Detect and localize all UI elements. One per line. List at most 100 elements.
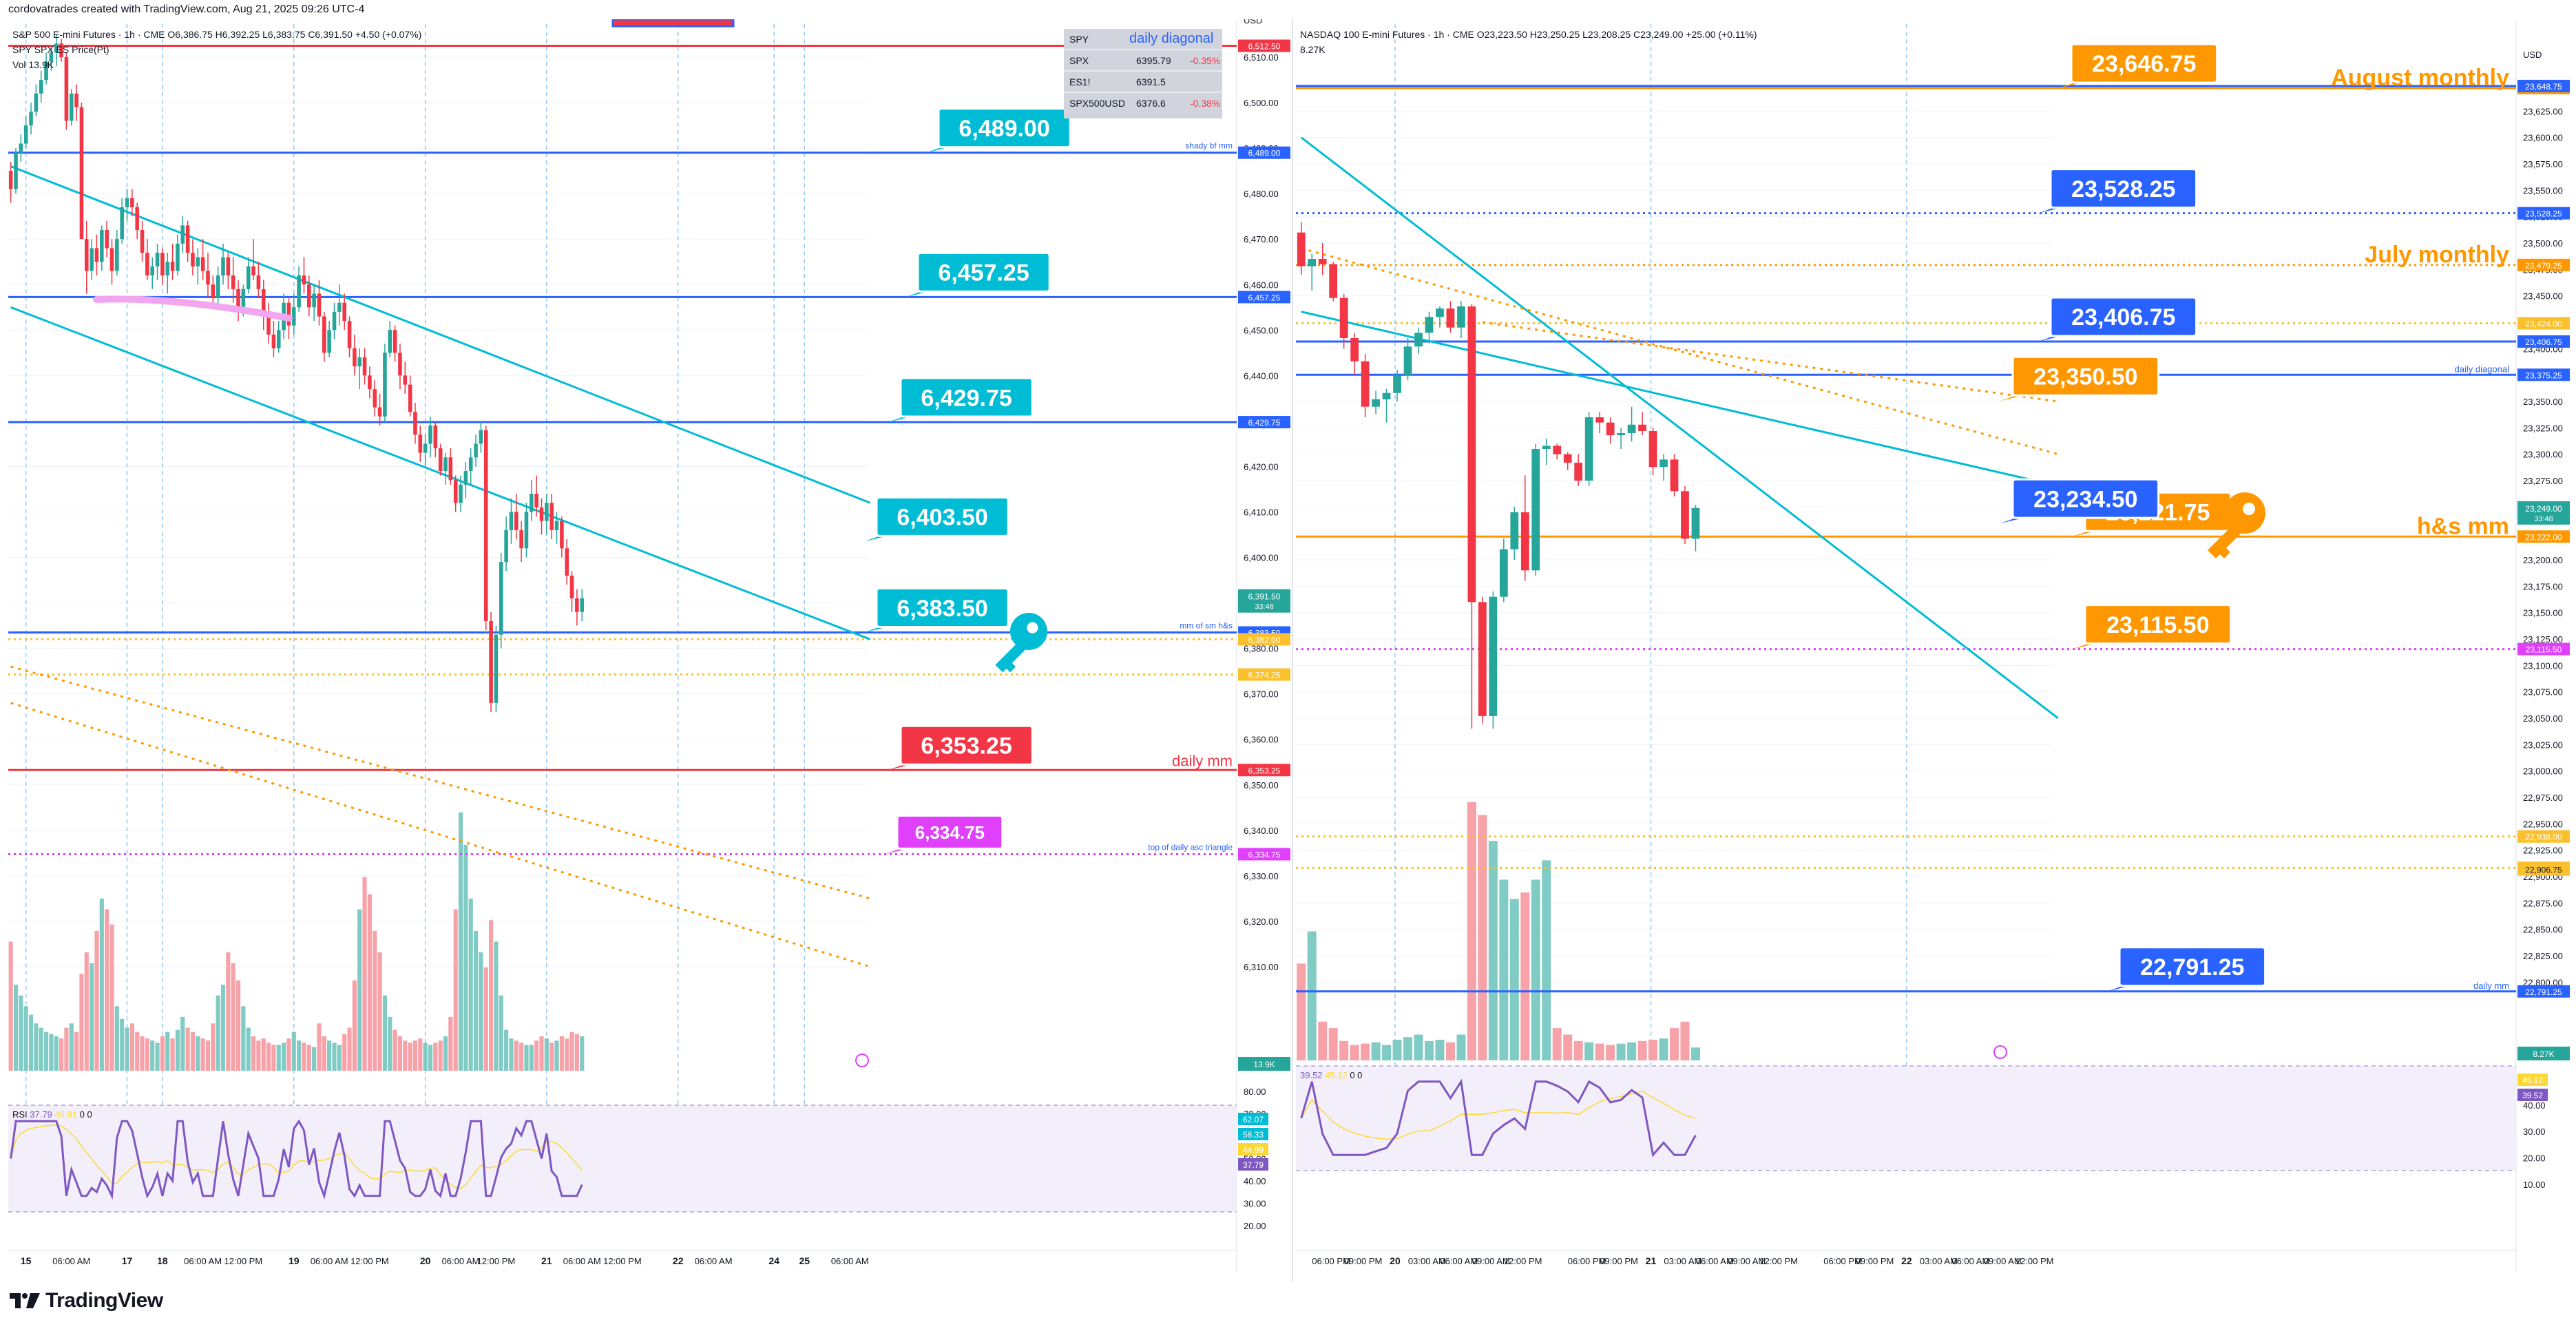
nq-y-tick-label: 22,925.00 — [2523, 846, 2563, 856]
nq-y-tick-label: 23,075.00 — [2523, 687, 2563, 698]
spx-x-tick-label: 24 — [768, 1255, 779, 1266]
nq-key-icon — [2208, 492, 2265, 558]
nq-candle-body — [1659, 459, 1668, 468]
spx-candle-body — [246, 266, 251, 289]
spx-volume-bar — [276, 1045, 281, 1071]
nq-rsi-legend: 39.52 45.12 0 0 — [1300, 1070, 1362, 1080]
spx-x-tick-label: 25 — [799, 1255, 810, 1266]
nq-volume-bar — [1339, 1040, 1349, 1060]
spx-candle-body — [90, 248, 94, 271]
spx-candle-body — [368, 375, 372, 390]
spx-rsi-tag — [1238, 1158, 1268, 1171]
spx-volume-bar — [160, 1036, 165, 1071]
spx-callout-text: 6,353.25 — [921, 733, 1012, 759]
spx-candle-body — [19, 143, 23, 153]
spx-volume-bar — [479, 952, 483, 1071]
spx-y-tick-label: 6,310.00 — [1244, 962, 1279, 972]
nq-candle-body — [1691, 507, 1700, 539]
nq-level-label: h&s mm — [2417, 513, 2509, 539]
spx-volume-bar — [231, 963, 235, 1071]
nq-volume-bar — [1637, 1040, 1647, 1060]
spx-candle-body — [514, 512, 519, 530]
spx-volume-bar — [549, 1043, 554, 1071]
publisher-caption: cordovatrades created with TradingView.c… — [8, 3, 365, 15]
spx-candle-body — [8, 171, 13, 189]
nq-x-tick-label: 12:00 PM — [1759, 1256, 1798, 1266]
nq-level-tag-text: 23,528.25 — [2525, 209, 2562, 219]
nq-level-tag — [2517, 830, 2570, 843]
nq-callout-box — [2070, 43, 2219, 84]
spx-volume-bar — [145, 1038, 149, 1071]
nq-volume-bar — [1445, 1042, 1455, 1060]
spx-level-tag-text: 6,353.25 — [1248, 766, 1281, 775]
spx-volume-bar — [256, 1040, 261, 1071]
spx-candle-body — [135, 207, 139, 230]
spx-rsi-tag — [1238, 1128, 1268, 1140]
nq-callout-text: 23,406.75 — [2071, 304, 2175, 331]
spx-volume-bar — [211, 1023, 216, 1071]
nq-volume-bar — [1563, 1034, 1573, 1060]
spx-candle-body — [286, 302, 291, 326]
spx-y-tick-label: 6,330.00 — [1244, 871, 1279, 881]
nq-x-tick-label: 21 — [1646, 1255, 1657, 1266]
spx-candle-body — [347, 321, 352, 348]
spx-rsi-band — [8, 1105, 1237, 1212]
spx-candle-body — [403, 375, 408, 385]
spx-level-tag-text: 6,489.00 — [1248, 149, 1281, 158]
nq-candle-body — [1329, 264, 1338, 298]
spx-candle-body — [59, 43, 63, 58]
spx-candle-body — [266, 316, 271, 335]
nq-volume-bar — [1606, 1045, 1615, 1060]
nq-x-tick-label: 22 — [1901, 1255, 1912, 1266]
spx-candle-body — [145, 253, 149, 276]
nq-trendline — [1301, 247, 2059, 456]
spx-candle-body — [236, 289, 240, 312]
nq-x-tick-label: 06:00 PM — [1312, 1256, 1350, 1266]
spx-volume-bar — [524, 1045, 529, 1071]
spx-x-tick-label: 12:00 PM — [603, 1256, 642, 1266]
spx-volume-bar — [554, 1040, 559, 1071]
spx-futures-chart[interactable]: 6,510.006,500.006,490.006,480.006,470.00… — [0, 19, 1292, 1282]
nq-callout-text: 22,791.25 — [2140, 954, 2244, 981]
nq-volume — [1297, 802, 1700, 1060]
spx-x-tick-label: 15 — [21, 1255, 32, 1266]
spx-candle-body — [392, 330, 397, 353]
spx-candle-body — [530, 494, 534, 512]
nq-level-label: July monthly — [2365, 242, 2509, 268]
nq-callout-box — [2011, 355, 2160, 397]
spx-volume-bar — [39, 1027, 43, 1071]
spx-rsi-tick-label: 40.00 — [1244, 1176, 1266, 1186]
spx-volume-bar — [569, 1031, 574, 1071]
nq-volume-bar — [1350, 1045, 1359, 1060]
spx-candle-body — [342, 302, 346, 322]
spx-callout-box — [875, 496, 1009, 537]
nq-y-tick-label: 23,025.00 — [2523, 740, 2563, 750]
spx-candle-body — [241, 289, 246, 312]
spx-volume-bar — [488, 920, 494, 1071]
spx-volume-bar — [367, 894, 372, 1071]
spx-watch-price: 6395.79 — [1136, 55, 1171, 66]
spx-y-tick-label: 6,480.00 — [1244, 189, 1279, 199]
spx-candle-body — [554, 521, 559, 530]
spx-callout-text: 6,429.75 — [921, 385, 1012, 411]
nq-y-tick-label: 23,450.00 — [2523, 291, 2563, 302]
nq-candle-body — [1574, 462, 1583, 481]
spx-trendline — [10, 165, 871, 504]
spx-volume-bar — [504, 1029, 509, 1071]
spx-candle-body — [373, 389, 377, 408]
nq-x-tick-label: 06:00 AM — [1696, 1256, 1734, 1266]
nasdaq-futures-chart[interactable]: 23,650.0023,625.0023,600.0023,575.0023,5… — [1293, 19, 2576, 1282]
nq-x-tick-label: 09:00 AM — [1984, 1256, 2022, 1266]
spx-volume-bar — [196, 1036, 200, 1071]
spx-watch-symbol: ES1! — [1069, 76, 1090, 87]
spx-candle-body — [150, 266, 155, 276]
spx-volume-bar — [357, 909, 362, 1071]
spx-volume-bar — [403, 1040, 408, 1071]
spx-volume-legend: Vol 13.9K — [12, 59, 54, 70]
spx-volume-bar — [271, 1045, 276, 1071]
pane-divider[interactable] — [1292, 19, 1293, 1282]
spx-volume-bar — [170, 1038, 175, 1071]
spx-candle-body — [206, 271, 210, 285]
nq-candle-body — [1489, 596, 1498, 716]
spx-candle-body — [297, 275, 301, 308]
